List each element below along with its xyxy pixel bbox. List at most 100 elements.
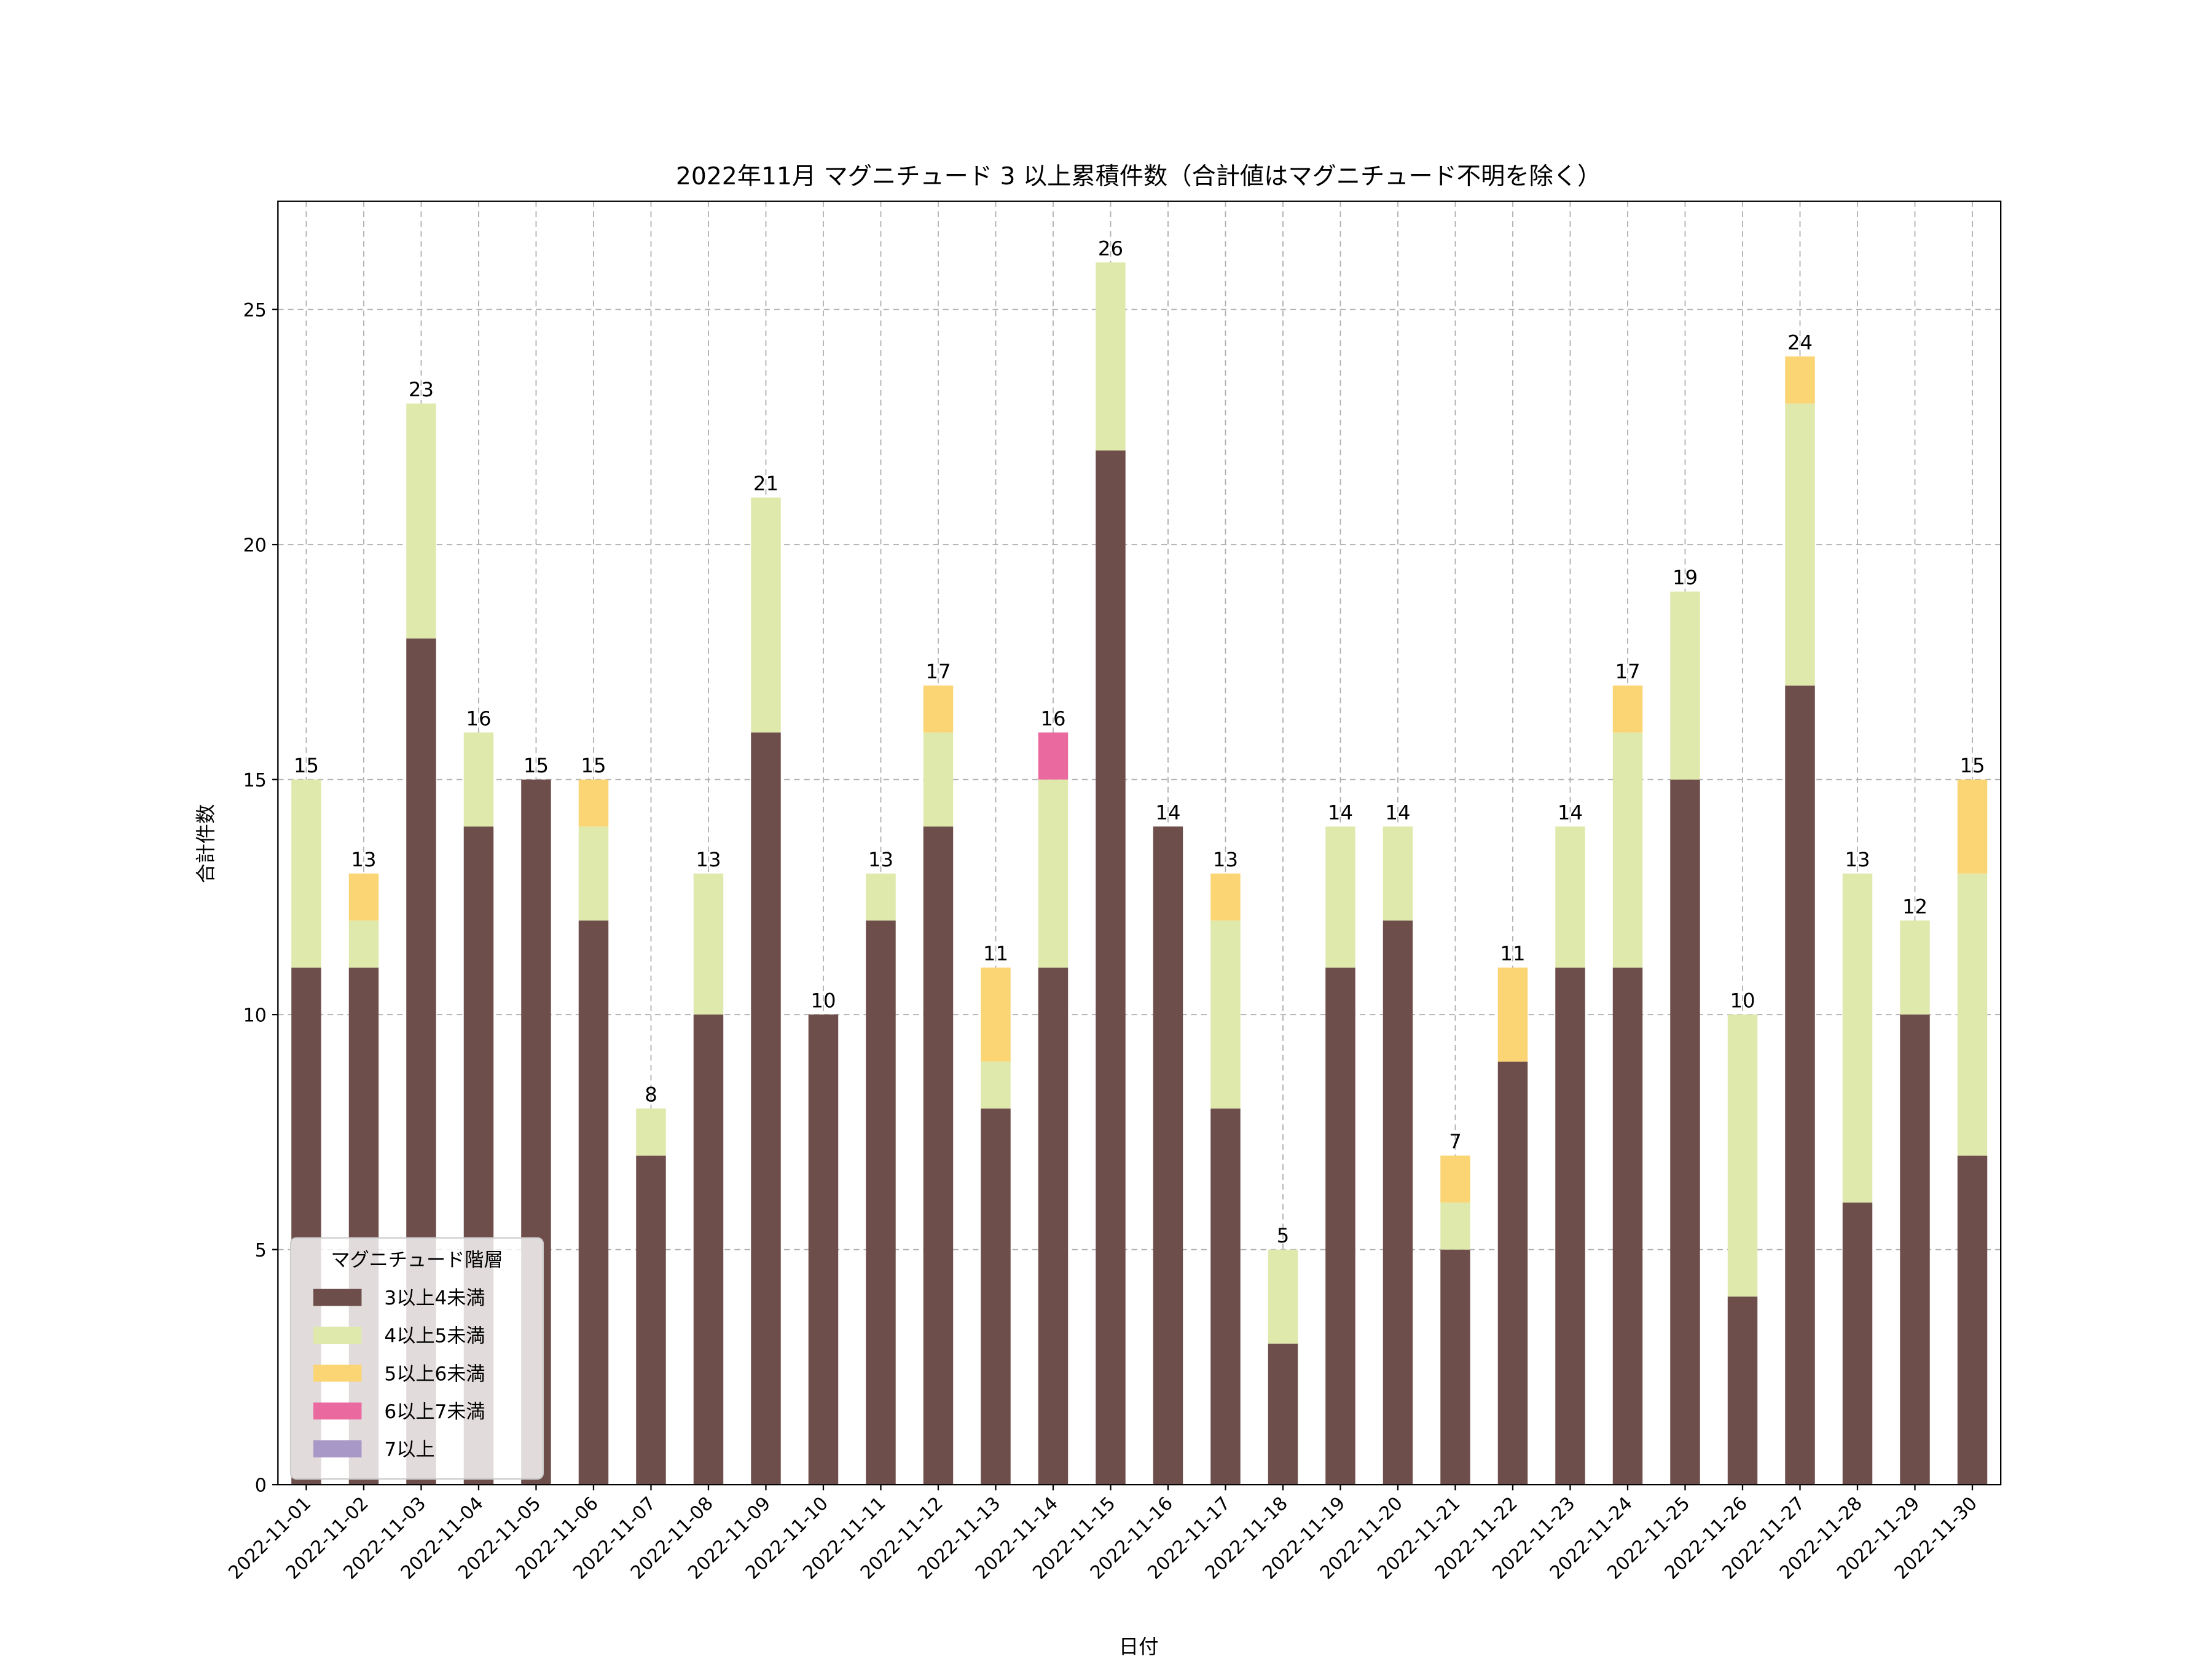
grid-lines <box>278 201 2001 1486</box>
bars <box>291 262 1988 1485</box>
y-tick-label: 20 <box>243 535 267 557</box>
bar-segment <box>1900 920 1930 1015</box>
data-label: 26 <box>1098 237 1123 261</box>
data-label: 7 <box>1449 1130 1462 1153</box>
y-tick-label: 0 <box>255 1475 267 1497</box>
legend-label: 7以上 <box>384 1439 434 1461</box>
legend: マグニチュード階層 3以上4未満 4以上5未満 5以上6未満 6以上7未満 7以上 <box>289 1237 544 1480</box>
data-label: 13 <box>351 848 376 871</box>
data-label: 10 <box>1730 989 1755 1013</box>
data-label: 12 <box>1902 895 1928 919</box>
bar-segment <box>1210 920 1241 1109</box>
x-axis-label: 日付 <box>1119 1635 1159 1658</box>
legend-label: 5以上6未満 <box>384 1363 485 1385</box>
data-label: 17 <box>925 660 951 683</box>
bar-segment <box>1785 685 1815 1485</box>
bar-segment <box>1555 967 1585 1485</box>
data-label: 21 <box>753 472 779 495</box>
bar-segment <box>1268 1343 1298 1485</box>
data-label: 14 <box>1385 801 1410 825</box>
y-axis: 0 5 10 15 20 25 <box>243 300 278 1497</box>
bar-segment <box>1096 262 1126 451</box>
bar-segment <box>1842 873 1873 1203</box>
legend-swatch <box>313 1402 362 1420</box>
plot-frame <box>277 200 2002 1486</box>
bar-segment <box>1153 826 1183 1485</box>
bar-segment <box>923 732 954 827</box>
data-label: 14 <box>1558 801 1583 825</box>
bar-segment <box>291 779 321 968</box>
bar-segment <box>751 732 781 1485</box>
bar-segment <box>1612 732 1643 968</box>
data-label: 14 <box>1155 801 1180 825</box>
data-label: 11 <box>983 942 1008 965</box>
bar-segment <box>1382 920 1413 1485</box>
legend-label: 3以上4未満 <box>384 1287 485 1309</box>
bar-segment <box>1497 967 1528 1062</box>
data-label: 8 <box>645 1083 657 1107</box>
legend-label: 4以上5未満 <box>384 1325 485 1347</box>
bar-segment <box>578 826 609 921</box>
x-axis: 2022-11-012022-11-022022-11-032022-11-04… <box>224 1484 1982 1583</box>
data-label: 13 <box>1213 848 1238 871</box>
data-label: 19 <box>1673 566 1698 589</box>
data-label: 23 <box>409 378 434 401</box>
bar-segment <box>1038 779 1069 968</box>
data-label: 13 <box>696 848 721 871</box>
data-label: 14 <box>1328 801 1353 825</box>
bar-segment <box>463 732 494 827</box>
bar-segment <box>1038 732 1069 780</box>
legend-swatch <box>313 1288 362 1306</box>
bar-segment <box>1670 591 1700 780</box>
bar-segment <box>1842 1202 1873 1485</box>
bar-segment <box>1785 403 1815 686</box>
legend-label: 6以上7未満 <box>384 1401 485 1423</box>
bar-segment <box>981 1108 1011 1485</box>
y-axis-label: 合計件数 <box>194 804 218 883</box>
data-label: 15 <box>581 754 606 777</box>
bar-segment <box>808 1014 839 1485</box>
legend-title: マグニチュード階層 <box>331 1249 503 1271</box>
data-label: 16 <box>1040 707 1065 731</box>
bar-segment <box>923 826 954 1485</box>
data-label: 15 <box>524 754 549 777</box>
data-label: 10 <box>810 989 836 1013</box>
data-label: 5 <box>1277 1224 1290 1247</box>
y-tick-label: 15 <box>243 770 267 791</box>
bar-segment <box>348 873 379 921</box>
bar-segment <box>1555 826 1585 968</box>
data-label: 17 <box>1615 660 1640 683</box>
bar-segment <box>1785 356 1815 404</box>
y-tick-label: 5 <box>255 1240 267 1261</box>
bar-segment <box>636 1155 666 1485</box>
legend-swatch <box>313 1364 362 1382</box>
data-label: 13 <box>868 848 893 871</box>
bar-segment <box>636 1108 666 1156</box>
bar-segment <box>1210 1108 1241 1485</box>
bar-segment <box>866 920 896 1485</box>
bar-segment <box>1268 1249 1298 1344</box>
bar-segment <box>1440 1155 1470 1203</box>
bar-segment <box>1900 1014 1930 1485</box>
bar-segment <box>1038 967 1069 1485</box>
bar-segment <box>1382 826 1413 921</box>
data-label: 24 <box>1787 331 1813 355</box>
bar-segment <box>1957 1155 1988 1485</box>
data-label: 11 <box>1500 942 1525 965</box>
bar-segment <box>1497 1061 1528 1485</box>
data-label: 13 <box>1845 848 1870 871</box>
y-tick-label: 10 <box>243 1005 267 1027</box>
y-tick-label: 25 <box>243 300 267 321</box>
bar-segment <box>1957 873 1988 1156</box>
data-label: 15 <box>294 754 319 777</box>
bar-segment <box>693 1014 724 1485</box>
bar-segment <box>1727 1296 1758 1485</box>
bar-segment <box>693 873 724 1015</box>
bar-segment <box>1440 1202 1470 1250</box>
bar-segment <box>578 779 609 827</box>
bar-segment <box>923 685 954 733</box>
bar-segment <box>1612 967 1643 1485</box>
bar-segment <box>1957 779 1988 874</box>
bar-segment <box>1440 1249 1470 1485</box>
